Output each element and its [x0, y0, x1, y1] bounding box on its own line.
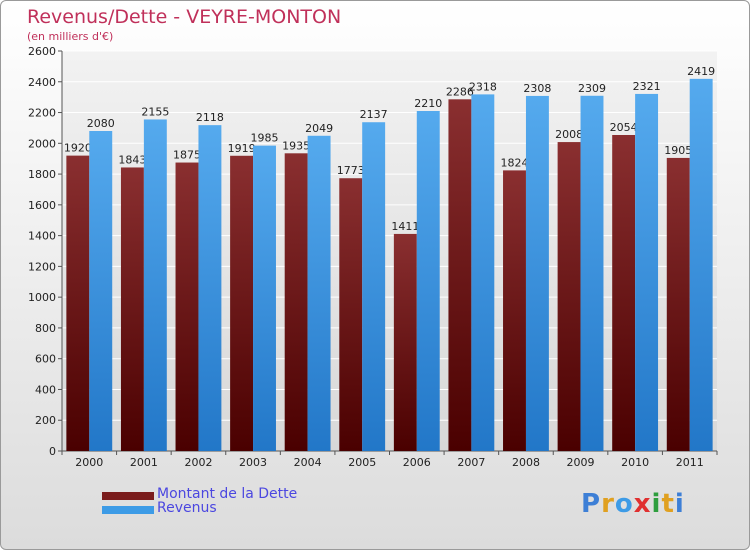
- legend-swatch-debt: [102, 492, 154, 500]
- data-label-debt: 1773: [337, 164, 365, 177]
- x-tick-label: 2007: [457, 456, 485, 469]
- data-label-revenue: 2118: [196, 111, 224, 124]
- bar-revenue: [198, 125, 222, 452]
- bar-revenue: [635, 93, 659, 451]
- data-label-debt: 2286: [446, 85, 474, 98]
- legend-swatch-revenue: [102, 506, 154, 514]
- bar-revenue: [471, 94, 495, 451]
- data-label-revenue: 2308: [523, 82, 551, 95]
- logo-letter: i: [651, 489, 662, 519]
- bar-revenue: [89, 131, 113, 451]
- logo-letter: P: [581, 489, 602, 519]
- data-label-revenue: 2321: [633, 80, 661, 93]
- bar-debt: [120, 167, 144, 451]
- y-tick-label: 2000: [28, 137, 56, 150]
- proxiti-logo: Proxiti: [581, 489, 685, 519]
- x-tick-label: 2001: [130, 456, 158, 469]
- bar-debt: [612, 135, 636, 451]
- logo-letter: x: [633, 489, 652, 519]
- data-label-revenue: 2155: [141, 105, 169, 118]
- data-label-revenue: 2049: [305, 122, 333, 135]
- y-tick-label: 400: [35, 383, 56, 396]
- bar-revenue: [307, 135, 331, 451]
- bar-revenue: [580, 95, 604, 452]
- y-tick-label: 2600: [28, 45, 56, 58]
- chart-subtitle: (en milliers d'€): [27, 30, 114, 43]
- legend-label-revenue: Revenus: [157, 500, 217, 516]
- bar-debt: [448, 99, 472, 452]
- bar-revenue: [143, 119, 167, 451]
- bar-debt: [66, 155, 90, 451]
- bar-debt: [339, 178, 363, 451]
- data-label-debt: 1875: [173, 149, 201, 162]
- bar-revenue: [416, 111, 440, 451]
- y-tick-label: 1200: [28, 260, 56, 273]
- y-tick-label: 600: [35, 353, 56, 366]
- bar-revenue: [689, 78, 713, 451]
- x-tick-label: 2004: [294, 456, 322, 469]
- x-tick-label: 2006: [403, 456, 431, 469]
- data-label-debt: 1824: [500, 156, 528, 169]
- x-tick-label: 2000: [75, 456, 103, 469]
- data-label-revenue: 2137: [360, 108, 388, 121]
- bar-debt: [284, 153, 308, 452]
- y-tick-label: 800: [35, 322, 56, 335]
- logo-letter: r: [601, 489, 615, 519]
- x-tick-label: 2003: [239, 456, 267, 469]
- y-tick-label: 2400: [28, 76, 56, 89]
- data-label-debt: 1905: [664, 144, 692, 157]
- data-label-debt: 2008: [555, 128, 583, 141]
- data-label-revenue: 2419: [687, 65, 715, 78]
- data-label-debt: 1920: [64, 142, 92, 155]
- y-tick-label: 1800: [28, 168, 56, 181]
- chart-title: Revenus/Dette - VEYRE-MONTON: [27, 6, 342, 28]
- y-tick-label: 1400: [28, 230, 56, 243]
- bar-debt: [666, 157, 690, 451]
- bar-revenue: [253, 145, 276, 451]
- x-tick-label: 2008: [512, 456, 540, 469]
- logo-letter: o: [614, 489, 634, 519]
- bar-revenue: [525, 95, 549, 451]
- data-label-revenue: 1985: [251, 132, 279, 145]
- bar-debt: [393, 233, 417, 451]
- data-label-debt: 1843: [118, 153, 146, 166]
- bar-revenue: [362, 122, 386, 451]
- data-label-revenue: 2318: [469, 80, 497, 93]
- data-label-revenue: 2309: [578, 82, 606, 95]
- legend-label-debt: Montant de la Dette: [157, 486, 298, 502]
- data-label-debt: 1411: [391, 220, 419, 233]
- plot-area: [62, 51, 717, 451]
- bar-debt: [557, 142, 581, 452]
- x-tick-label: 2002: [184, 456, 212, 469]
- data-label-revenue: 2080: [87, 117, 115, 130]
- data-label-revenue: 2210: [414, 97, 442, 110]
- y-tick-label: 200: [35, 414, 56, 427]
- data-label-debt: 1935: [282, 139, 310, 152]
- data-label-debt: 1919: [228, 142, 256, 155]
- bar-debt: [503, 170, 526, 451]
- x-tick-label: 2011: [676, 456, 704, 469]
- x-tick-label: 2009: [567, 456, 595, 469]
- x-tick-label: 2010: [621, 456, 649, 469]
- logo-letter: t: [661, 489, 675, 519]
- logo-letter: i: [674, 489, 685, 519]
- bar-debt: [175, 162, 199, 452]
- y-tick-label: 0: [49, 445, 56, 458]
- data-label-debt: 2054: [610, 121, 638, 134]
- bar-debt: [230, 155, 254, 451]
- y-tick-label: 2200: [28, 107, 56, 120]
- y-tick-label: 1000: [28, 291, 56, 304]
- y-tick-label: 1600: [28, 199, 56, 212]
- x-tick-label: 2005: [348, 456, 376, 469]
